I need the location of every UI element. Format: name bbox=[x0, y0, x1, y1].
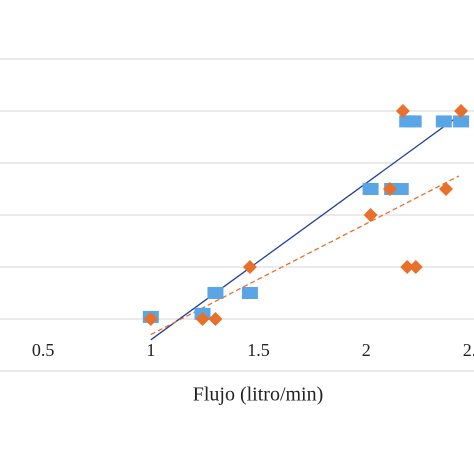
square-marker bbox=[453, 115, 470, 128]
diamond-marker bbox=[195, 312, 210, 326]
diamond-marker bbox=[400, 260, 415, 274]
trendline bbox=[150, 110, 466, 341]
x-tick-label: 1 bbox=[146, 340, 155, 360]
square-marker bbox=[435, 115, 452, 128]
x-axis-label: Flujo (litro/min) bbox=[193, 384, 324, 406]
square-marker bbox=[405, 115, 422, 128]
x-tick-label: 0.5 bbox=[32, 340, 55, 360]
diamond-marker bbox=[363, 208, 378, 222]
x-tick-label: 2 bbox=[362, 340, 371, 360]
diamond-marker bbox=[208, 312, 223, 326]
diamond-marker bbox=[408, 260, 423, 274]
square-marker bbox=[241, 287, 258, 299]
diamond-marker bbox=[242, 260, 257, 274]
diamond-marker bbox=[454, 104, 469, 118]
x-tick-label: 1.5 bbox=[247, 340, 270, 360]
square-marker bbox=[207, 287, 224, 299]
x-tick-label: 2.5 bbox=[463, 340, 474, 360]
diamond-marker bbox=[395, 104, 410, 118]
diamond-marker bbox=[382, 182, 397, 196]
diamond-marker bbox=[438, 182, 453, 196]
square-marker bbox=[392, 183, 409, 195]
square-marker bbox=[362, 183, 379, 195]
diamond-marker bbox=[143, 312, 158, 326]
